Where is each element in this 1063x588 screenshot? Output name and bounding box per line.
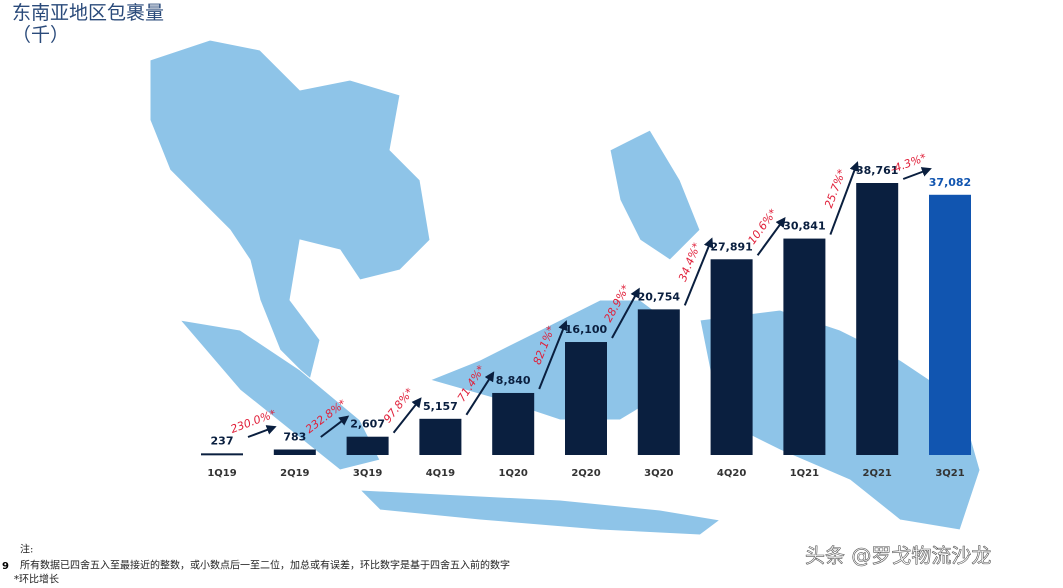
x-tick-label: 1Q21 (790, 468, 819, 479)
note: 所有数据已四舍五入至最接近的整数，或小数点后一至二位，加总或有误差，环比数字是基… (20, 559, 510, 572)
value-label: 38,761 (856, 164, 898, 177)
x-tick-label: 4Q19 (426, 468, 455, 479)
growth-arrow (611, 287, 640, 339)
x-tick-label: 2Q20 (571, 468, 600, 479)
chart-title: 东南亚地区包裹量 (12, 2, 164, 24)
page-number: 9 (2, 561, 9, 572)
bar (710, 259, 753, 455)
x-tick-label: 3Q20 (644, 468, 673, 479)
note: *环比增长 (14, 573, 59, 586)
value-label: 30,841 (783, 220, 825, 233)
growth-arrow (829, 161, 860, 235)
growth-label: 97.8%* (381, 385, 417, 425)
value-label: 5,157 (423, 400, 458, 413)
growth-label: 10.6%* (745, 206, 780, 247)
growth-arrow (320, 415, 350, 438)
x-tick-label: 1Q20 (499, 468, 528, 479)
bar (783, 238, 826, 455)
bar (637, 309, 680, 455)
growth-label: 230.0%* (229, 407, 278, 436)
value-label: 16,100 (565, 323, 608, 336)
bar (201, 453, 243, 456)
value-label: 2,607 (350, 418, 385, 431)
value-label: 20,754 (638, 290, 681, 303)
note: 注: (20, 543, 33, 556)
watermark: 头条 @罗戈物流沙龙 (805, 544, 991, 568)
bar (929, 194, 971, 455)
value-label: 783 (283, 431, 306, 444)
growth-arrow (392, 397, 422, 434)
chart-subtitle: （千） (12, 24, 69, 46)
growth-arrow (465, 371, 495, 416)
bar (856, 183, 899, 455)
value-label: 27,891 (710, 240, 752, 253)
x-tick-label: 2Q19 (280, 468, 309, 479)
bar (273, 449, 316, 455)
x-tick-label: 3Q19 (353, 468, 382, 479)
bar (346, 436, 389, 455)
x-tick-label: 4Q20 (717, 468, 746, 479)
value-label: 237 (211, 434, 234, 447)
x-tick-label: 2Q21 (863, 468, 892, 479)
x-tick-label: 3Q21 (935, 468, 964, 479)
growth-label: 25.7%* (822, 167, 849, 210)
value-label: 8,840 (496, 374, 531, 387)
growth-arrow (538, 320, 568, 390)
bar (565, 342, 607, 455)
growth-arrow (683, 237, 714, 306)
growth-arrow (247, 425, 277, 438)
bar (419, 418, 462, 455)
growth-arrow (902, 167, 932, 180)
value-label: 37,082 (929, 176, 971, 189)
growth-arrow (756, 216, 786, 256)
map-background (149, 39, 981, 536)
bar (492, 392, 535, 455)
x-tick-label: 1Q19 (207, 468, 236, 479)
